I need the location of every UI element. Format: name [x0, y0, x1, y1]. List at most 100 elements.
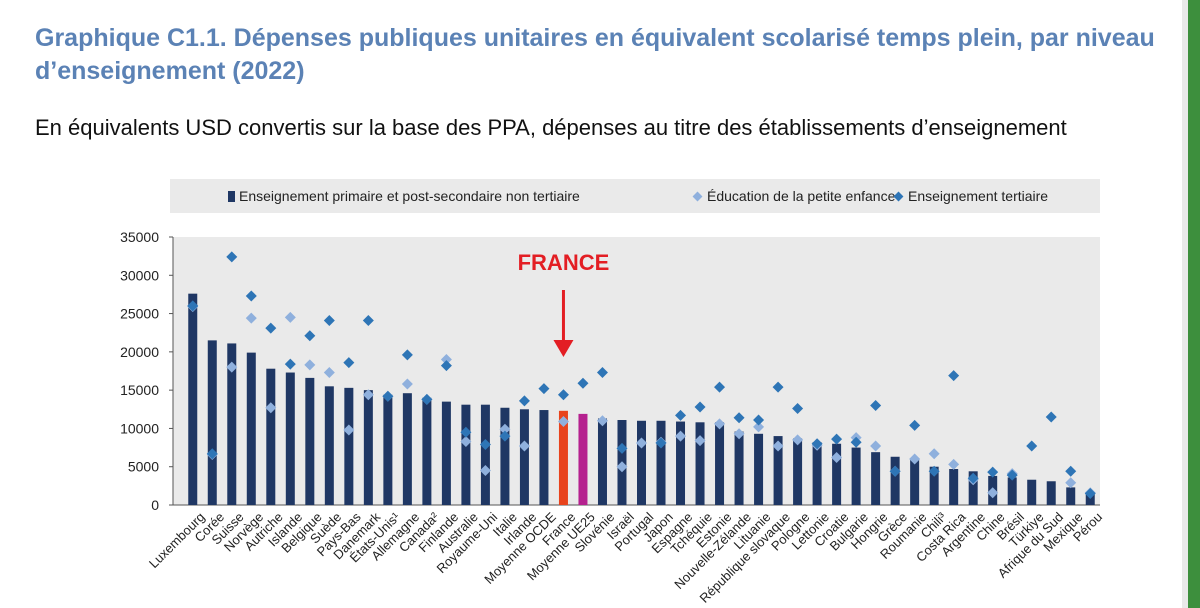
y-tick-label: 30000	[120, 267, 159, 283]
marker-tertiary	[889, 465, 901, 477]
y-tick-label: 35000	[120, 229, 159, 245]
bar-belgique	[305, 377, 315, 505]
bar-croatie	[832, 443, 842, 505]
bar-australie	[461, 404, 471, 505]
bar-moyenne-ue25	[578, 413, 588, 505]
marker-tertiary	[265, 322, 277, 334]
marker-tertiary	[245, 290, 257, 302]
marker-tertiary	[675, 409, 687, 421]
bar-tch-quie	[695, 422, 705, 505]
y-tick-label: 10000	[120, 420, 159, 436]
marker-tertiary	[343, 357, 355, 369]
marker-early-childhood	[714, 418, 726, 430]
marker-tertiary	[421, 393, 433, 405]
bar-moyenne-ocde	[539, 410, 549, 505]
marker-tertiary	[967, 472, 979, 484]
marker-tertiary	[596, 367, 608, 379]
marker-tertiary	[304, 330, 316, 342]
marker-early-childhood	[596, 415, 608, 427]
bar-bulgarie	[851, 447, 861, 505]
bar-estonie	[715, 422, 725, 505]
bar-espagne	[676, 421, 686, 505]
chart-title: Graphique C1.1. Dépenses publiques unita…	[35, 24, 1155, 85]
marker-early-childhood	[675, 430, 687, 442]
france-arrow-head	[553, 340, 574, 357]
marker-tertiary	[1026, 440, 1038, 452]
bar-pologne	[793, 438, 803, 505]
legend-label-tertiary: Enseignement tertiaire	[908, 188, 1049, 204]
scroll-track	[1182, 0, 1188, 608]
marker-early-childhood	[694, 435, 706, 447]
bar-argentine	[968, 471, 978, 505]
bar-luxembourg	[188, 293, 198, 505]
marker-early-childhood	[870, 440, 882, 452]
marker-tertiary	[616, 442, 628, 454]
bar-afrique-du-sud	[1046, 481, 1056, 505]
bar-royaume-uni	[480, 404, 490, 505]
marker-tertiary	[694, 401, 706, 413]
bar--tats-unis-	[383, 394, 393, 505]
bar-p-rou	[1085, 494, 1095, 505]
legend-item-primary: Enseignement primaire et post-secondaire…	[228, 179, 580, 213]
marker-early-childhood	[499, 423, 511, 435]
marker-tertiary	[1006, 469, 1018, 481]
marker-tertiary	[557, 389, 569, 401]
marker-tertiary	[382, 390, 394, 402]
marker-tertiary	[714, 381, 726, 393]
marker-tertiary	[284, 358, 296, 370]
marker-early-childhood	[948, 458, 960, 470]
legend-item-tertiary: Enseignement tertiaire	[893, 179, 1049, 213]
marker-tertiary	[460, 426, 472, 438]
marker-tertiary	[948, 370, 960, 382]
marker-early-childhood	[362, 389, 374, 401]
legend-item-early: Éducation de la petite enfance	[692, 179, 895, 213]
marker-early-childhood	[226, 361, 238, 373]
marker-early-childhood	[557, 416, 569, 428]
bar-r-publique-slovaque	[773, 436, 783, 505]
bar-nouvelle-z-lande	[734, 431, 744, 505]
bar-allemagne	[402, 393, 412, 505]
chart-plot: 05000100001500020000250003000035000Luxem…	[120, 229, 1105, 606]
marker-tertiary	[206, 448, 218, 460]
marker-early-childhood	[1065, 477, 1077, 489]
marker-early-childhood	[460, 435, 472, 447]
bar-norv-ge	[246, 352, 256, 505]
chart-subtitle: En équivalents USD convertis sur la base…	[35, 115, 1067, 140]
marker-early-childhood	[284, 311, 296, 323]
bar-costa-rica	[949, 469, 959, 505]
marker-early-childhood	[323, 367, 335, 379]
bar-gr-ce	[890, 456, 900, 505]
y-tick-label: 0	[151, 497, 159, 513]
marker-early-childhood	[792, 434, 804, 446]
marker-tertiary	[811, 438, 823, 450]
marker-tertiary	[831, 433, 843, 445]
marker-tertiary	[577, 377, 589, 389]
marker-early-childhood	[616, 461, 628, 473]
bar-suisse	[227, 343, 237, 505]
bar-hongrie	[871, 452, 881, 505]
marker-early-childhood	[304, 359, 316, 371]
marker-early-childhood	[343, 424, 355, 436]
marker-early-childhood	[772, 440, 784, 452]
marker-tertiary	[1045, 411, 1057, 423]
marker-tertiary	[909, 419, 921, 431]
marker-tertiary	[226, 251, 238, 263]
bar-t-rkiye	[1027, 479, 1037, 505]
marker-tertiary	[733, 412, 745, 424]
france-annotation: FRANCE	[518, 250, 610, 275]
bar-lettonie	[812, 442, 822, 505]
marker-tertiary	[499, 430, 511, 442]
marker-early-childhood	[265, 402, 277, 414]
bar-pays-bas	[344, 387, 354, 505]
marker-early-childhood	[518, 440, 530, 452]
marker-tertiary	[187, 300, 199, 312]
bar-danemark	[363, 390, 373, 505]
marker-tertiary	[792, 403, 804, 415]
marker-tertiary	[440, 360, 452, 372]
bar-lituanie	[754, 433, 764, 505]
y-tick-label: 5000	[128, 459, 159, 475]
bar-japon	[656, 420, 666, 505]
bar-br-sil	[1007, 477, 1017, 505]
bar-chili-	[929, 466, 939, 505]
marker-early-childhood	[831, 452, 843, 464]
